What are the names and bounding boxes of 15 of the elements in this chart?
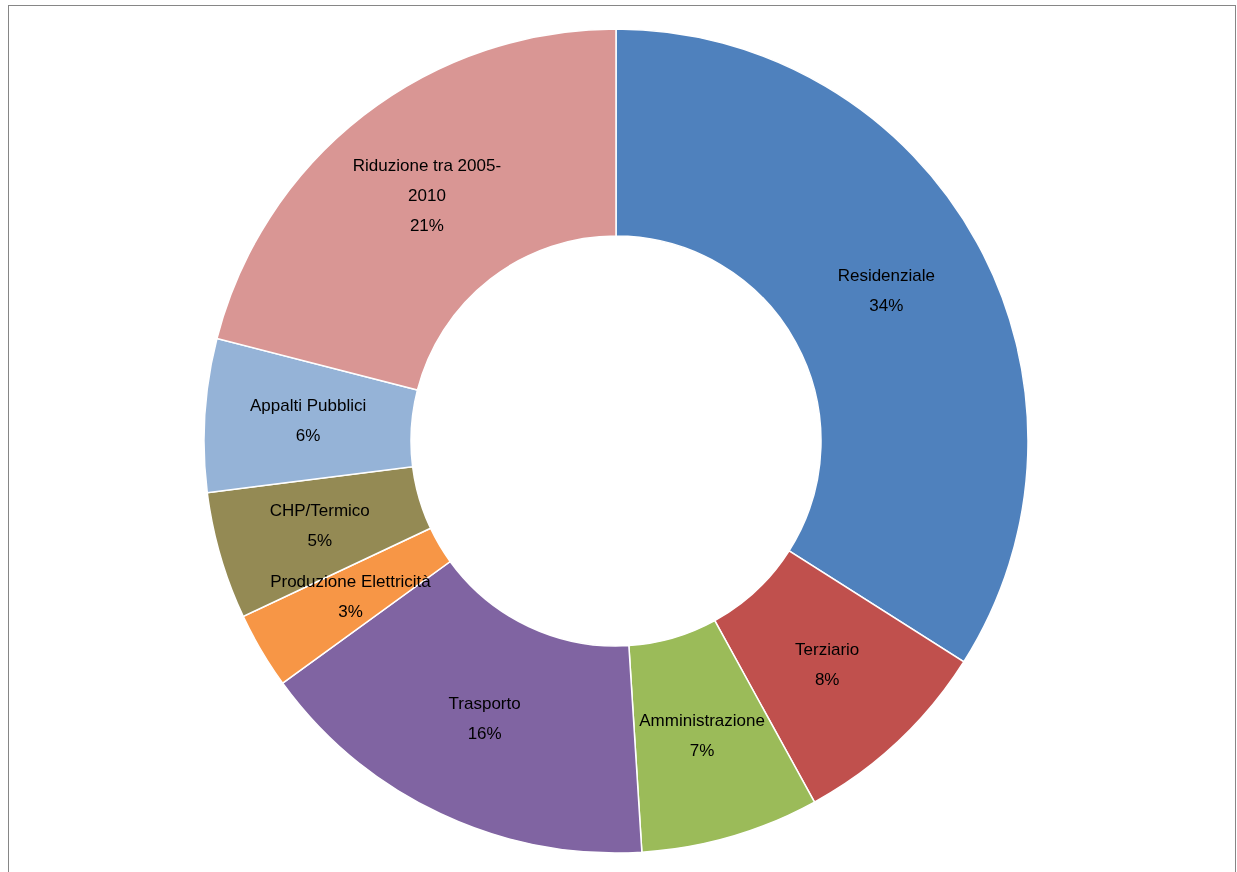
data-label: 5%	[307, 531, 333, 551]
slice-label: CHP/Termico	[269, 501, 370, 521]
slice-label: Terziario	[795, 640, 860, 660]
data-label: 7%	[689, 741, 715, 761]
data-label: 16%	[467, 724, 502, 744]
data-label: 21%	[409, 216, 444, 236]
data-label: 3%	[338, 602, 363, 622]
slice-label: Riduzione tra 2005-2010	[352, 156, 502, 206]
slice-label: Residenziale	[837, 266, 936, 286]
slice-label: Amministrazione	[639, 711, 765, 731]
slice-label: Trasporto	[448, 694, 521, 714]
data-label: 34%	[869, 296, 904, 316]
data-label: 6%	[295, 426, 321, 446]
data-label: 8%	[814, 670, 840, 690]
slice-label: Appalti Pubblici	[249, 396, 367, 416]
